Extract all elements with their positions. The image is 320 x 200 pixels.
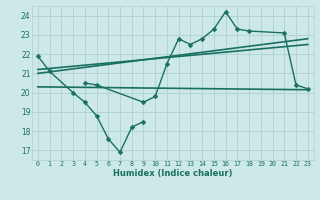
X-axis label: Humidex (Indice chaleur): Humidex (Indice chaleur) (113, 169, 233, 178)
